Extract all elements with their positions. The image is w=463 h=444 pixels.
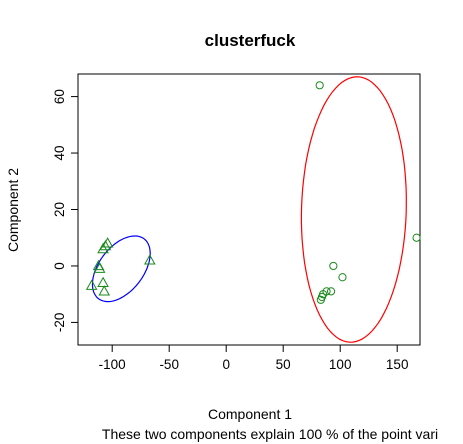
data-point-triangle: [97, 276, 109, 287]
data-point-triangle: [93, 262, 106, 273]
data-point-triangle: [97, 242, 109, 254]
plot-area-frame: [77, 73, 421, 346]
x-tick-label: 0: [222, 357, 230, 372]
y-tick-label: 40: [52, 146, 67, 161]
chart-subtitle: These two components explain 100 % of th…: [102, 426, 438, 442]
x-axis-label: Component 1: [208, 406, 292, 422]
y-axis: -20 0 20 40 60: [52, 89, 78, 332]
y-axis-label: Component 2: [5, 168, 21, 252]
cluster-ellipses: [91, 76, 407, 343]
data-point-circle: [315, 81, 324, 90]
data-point-triangle: [98, 285, 111, 296]
chart-title: clusterfuck: [205, 31, 296, 50]
data-point-triangle: [144, 254, 156, 265]
y-tick-label: -20: [52, 313, 67, 333]
data-point-circle: [412, 233, 421, 242]
cluster-ellipse: [91, 235, 151, 303]
y-tick-label: 20: [52, 202, 67, 217]
x-tick-label: -50: [159, 357, 179, 372]
data-points: [85, 81, 421, 304]
data-point-circle: [338, 273, 347, 282]
data-point-circle: [316, 295, 325, 304]
data-point-circle: [329, 261, 338, 271]
data-point-triangle: [101, 237, 114, 248]
cluster-ellipse: [300, 76, 407, 343]
y-tick-label: 60: [52, 89, 67, 104]
data-point-triangle: [99, 239, 112, 251]
x-tick-label: -100: [99, 357, 126, 372]
y-tick-label: 0: [52, 262, 67, 270]
data-point-triangle: [85, 279, 98, 290]
x-tick-label: 150: [386, 357, 409, 372]
x-tick-label: 50: [276, 357, 291, 372]
x-tick-label: 100: [329, 357, 352, 372]
x-axis: -100 -50 0 50 100 150: [99, 345, 409, 372]
data-point-circle: [326, 287, 336, 296]
